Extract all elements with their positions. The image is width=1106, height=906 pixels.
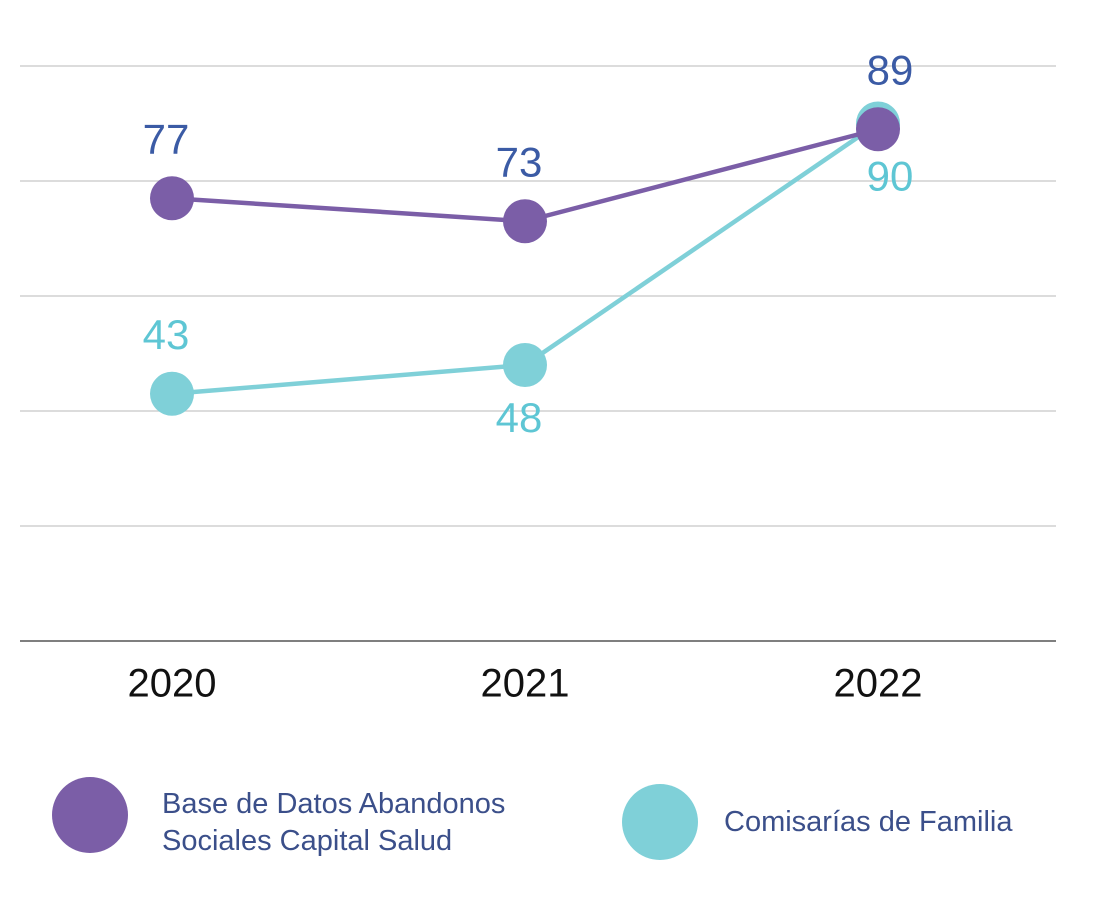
- point: [150, 176, 194, 221]
- point: [503, 343, 547, 387]
- legend-label: Base de Datos Abandonos Sociales Capital…: [162, 788, 506, 857]
- data-label: 90: [867, 153, 914, 200]
- legend-swatch: [52, 777, 128, 853]
- point: [856, 107, 900, 152]
- x-tick-label: 2021: [481, 662, 570, 706]
- data-label: 43: [143, 311, 190, 358]
- data-label: 89: [867, 46, 914, 93]
- point: [503, 199, 547, 244]
- x-tick-label: 2020: [128, 662, 217, 706]
- legend-swatch: [622, 784, 698, 860]
- legend-label: Comisarías de Familia: [724, 806, 1013, 838]
- data-label: 77: [143, 115, 190, 162]
- point: [150, 371, 194, 416]
- x-tick-label: 2022: [834, 662, 923, 706]
- data-label: 48: [496, 394, 543, 441]
- data-label: 73: [496, 138, 543, 185]
